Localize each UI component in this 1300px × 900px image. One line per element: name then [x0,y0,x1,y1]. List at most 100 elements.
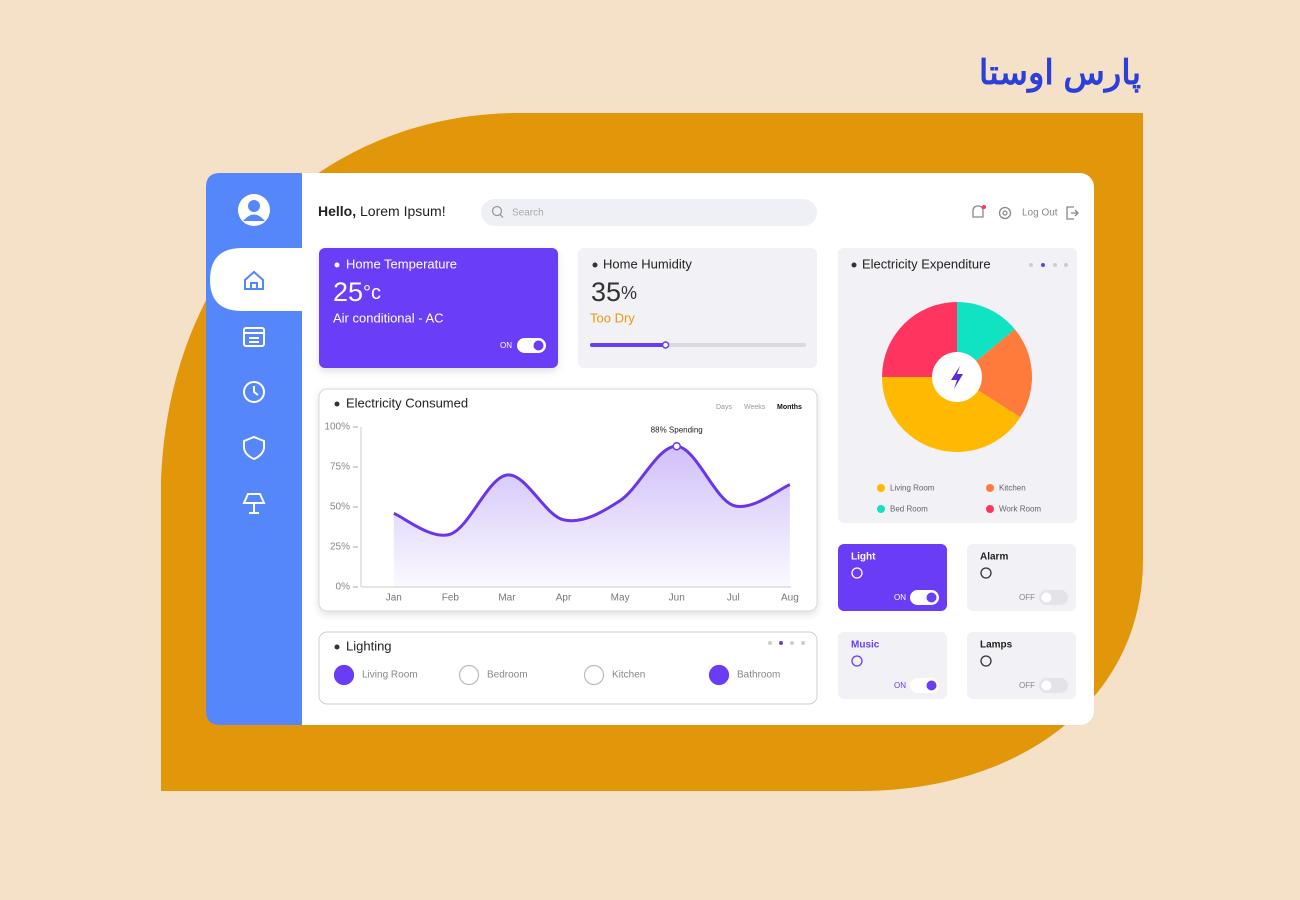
logo: پارس اوستا [979,54,1141,93]
pie-slice [882,377,1021,453]
device-state: ON [894,681,906,690]
nav-home[interactable] [244,270,264,290]
temperature-unit: °c [363,282,381,304]
nav-security[interactable] [243,435,265,461]
humidity-bar [590,343,666,347]
device-tiles: Light ON Alarm OFF Music ON Lamps OFF [838,544,1076,699]
card-title: Home Humidity [603,256,692,271]
humidity-number: 35 [591,277,621,307]
humidity-unit: % [621,283,637,303]
range-tab[interactable]: Days [716,404,732,411]
y-tick-label: 0% [336,582,351,593]
toggle-knob [533,340,544,351]
humidity-knob[interactable] [661,341,670,349]
x-tick-label: Jun [669,593,685,604]
card-title: Electricity Consumed [346,395,468,410]
search-icon-handle [499,214,504,218]
notification-bell[interactable] [972,205,984,218]
card-title: Lighting [346,638,392,653]
bullet [334,262,340,268]
user-name: Lorem Ipsum! [360,203,446,219]
avatar-body [243,214,265,221]
notification-badge [982,205,986,209]
legend-label: Kitchen [999,484,1026,493]
humidity-value: 35% [591,277,637,307]
logout-link[interactable]: Log Out [1022,208,1058,219]
humidity-status: Too Dry [590,310,635,325]
x-tick-label: Jan [386,593,402,604]
pager [1029,263,1068,267]
temperature-subtitle: Air conditional - AC [333,310,444,325]
toggle-knob [1041,592,1052,603]
legend-swatch [877,505,885,513]
x-tick-label: Apr [556,593,572,604]
x-tick-label: Feb [442,593,460,604]
y-tick-label: 75% [330,462,350,473]
bullet [334,644,340,650]
x-tick-label: Mar [498,593,516,604]
toggle-knob [926,592,937,603]
toggle-knob [926,680,937,691]
avatar-head [248,200,260,212]
y-tick-label: 50% [330,502,350,513]
device-state: ON [894,593,906,602]
room-toggle[interactable] [708,664,730,686]
sidebar-active-tab[interactable] [210,248,302,311]
room-name: Bedroom [487,670,528,681]
highlight-point[interactable] [672,441,681,451]
toggle-state: ON [500,341,512,350]
pie-slice [957,329,1032,418]
bullet [851,262,857,268]
device-icon [980,655,992,667]
nav-lamp[interactable] [242,493,266,514]
room-toggle[interactable] [583,664,605,686]
temperature-number: 25 [333,277,363,307]
temperature-card [319,248,558,368]
legend-label: Bed Room [890,505,928,514]
settings-icon[interactable] [998,206,1012,220]
card-title: Electricity Expenditure [862,256,991,271]
pie-chart: Bed Room Kitchen Living Room Work Room [877,302,1041,514]
device-icon [851,655,863,667]
room-list: Living Room Bedroom Kitchen Bathroom [333,664,780,686]
room-name: Living Room [362,670,418,681]
temperature-value: 25°c [333,277,381,307]
lighting-card [318,631,818,705]
range-tab[interactable]: Months [777,404,802,411]
legend-swatch [877,484,885,492]
legend-swatch [986,505,994,513]
settings-icon-core [1002,210,1008,216]
card-title: Home Temperature [346,256,457,271]
device-icon [851,567,863,579]
humidity-card [578,248,817,368]
nav-calendar[interactable] [243,327,265,347]
room-toggle[interactable] [458,664,480,686]
energy-icon [951,366,963,389]
device-icon [980,567,992,579]
bullet [592,262,598,268]
legend-label: Living Room [890,484,935,493]
logout-icon[interactable] [1066,206,1079,220]
y-tick-label: 100% [324,422,350,433]
search-box[interactable] [481,199,817,226]
pager [768,641,805,645]
greeting: Hello, Lorem Ipsum! [318,203,446,219]
device-name: Alarm [980,552,1008,563]
device-name: Light [851,552,876,563]
pie-slice [882,302,957,377]
range-tab[interactable]: Weeks [744,404,766,411]
legend-swatch [986,484,994,492]
search-placeholder: Search [512,208,544,219]
line-chart: Days Weeks Months 0% 25% 50% 75% 100% Jan Feb Mar A… [324,404,802,604]
nav-clock[interactable] [243,381,265,403]
x-tick-label: May [611,593,630,604]
line-series [393,444,791,537]
device-state: OFF [1019,681,1035,690]
device-name: Music [851,640,880,651]
annotation: 88% Spending [651,425,703,434]
toggle-knob [1041,680,1052,691]
room-name: Bathroom [737,670,780,681]
room-toggle[interactable] [333,664,355,686]
